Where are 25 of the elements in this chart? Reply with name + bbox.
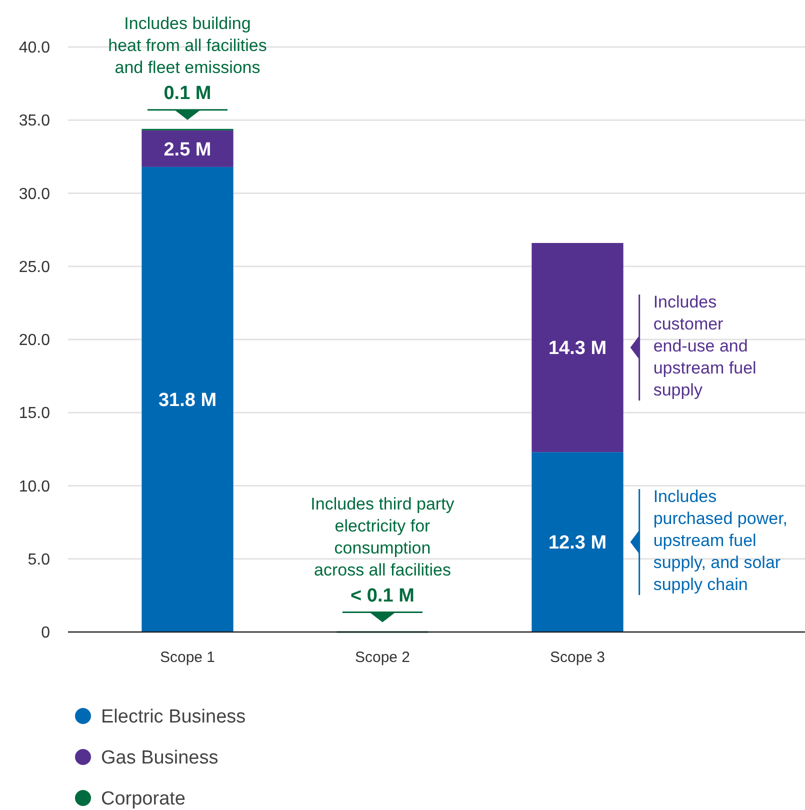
data-label: 0.1 M xyxy=(164,82,212,104)
legend-label: Gas Business xyxy=(101,748,218,769)
y-tick-label: 40.0 xyxy=(18,40,50,57)
y-tick-label: 10.0 xyxy=(18,478,50,496)
annotation: Includes third party electricity for consumption across all facilities xyxy=(310,494,455,580)
data-label: 2.5 M xyxy=(164,139,212,160)
annotation: Includes building heat from all facilities and fleet emissions xyxy=(108,14,267,77)
y-tick-label: 15.0 xyxy=(18,405,50,422)
data-label: 12.3 M xyxy=(548,532,607,554)
data-label: 14.3 M xyxy=(548,338,607,360)
data-label: < 0.1 M xyxy=(350,585,414,606)
y-tick-label: 30.0 xyxy=(18,186,50,203)
y-tick-label: 5.0 xyxy=(28,551,50,568)
legend-label: Electric Business xyxy=(101,706,246,728)
x-tick-label: Scope 3 xyxy=(550,649,606,666)
y-tick-label: 25.0 xyxy=(18,258,50,276)
x-tick-label: Scope 1 xyxy=(160,649,216,666)
x-tick-label: Scope 2 xyxy=(354,649,410,666)
legend-label: Corporate xyxy=(101,788,186,810)
y-tick-label: 0 xyxy=(41,624,50,642)
annotation: Includes purchased power, upstream fuel supply, and solar supply chain xyxy=(653,487,788,594)
y-tick-label: 35.0 xyxy=(18,112,50,130)
y-tick-label: 20.0 xyxy=(18,332,50,350)
annotation: Includes customer end-use and upstream fuel supply xyxy=(653,292,756,400)
data-label: 31.8 M xyxy=(158,390,217,412)
